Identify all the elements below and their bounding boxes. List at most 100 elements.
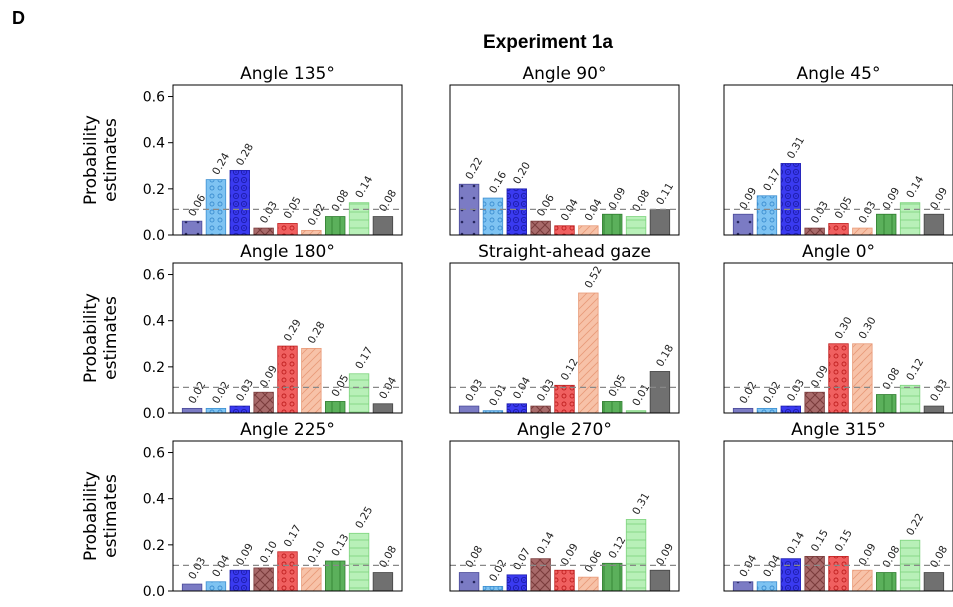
panel-title: Angle 180° [240,242,335,262]
bar [205,581,227,592]
bar-value-label: 0.08 [463,544,485,570]
figure-title: Experiment 1a [483,32,613,53]
bar-value-label: 0.29 [282,317,304,343]
plot-frame [449,440,680,592]
bar [852,343,873,414]
bar [876,572,897,592]
bar [277,345,298,414]
bar-value-label: 0.52 [583,264,605,290]
bar-value-label: 0.14 [785,530,807,557]
bar [732,581,754,592]
bar-value-label: 0.08 [928,544,950,570]
chart-panel-9: Angle 315°0.04 0.040.14 0.15 0.150.09 0.080.… [723,420,953,592]
bar-value-label: 0.08 [880,544,902,570]
bar [732,213,754,236]
bar-value-label: 0.10 [258,539,280,565]
bar [325,216,346,236]
bar-value-label: 0.09 [234,541,256,567]
bar [602,213,623,236]
y-tick-label: 0.6 [143,90,165,106]
bar [506,403,527,414]
plot-frame [723,84,953,236]
bar [229,569,250,592]
bar [554,225,575,236]
bar [852,227,873,236]
plot-frame [172,84,403,236]
bar-value-label: 0.12 [559,357,581,383]
chart-panel-7: Angle 225° 0.0 0.2 0.4 0.6 Probabilityestimat… [81,420,403,600]
bar-value-label: 0.05 [329,373,351,399]
bar-value-label: 0.03 [785,377,807,403]
bar [756,195,778,236]
panel-title: Straight-ahead gaze [478,242,651,262]
bar [277,551,298,592]
bar [530,558,551,592]
bar [482,585,504,592]
bar-value-label: 0.18 [654,343,676,369]
panel-letter: D [12,8,25,28]
y-tick-label: 0.6 [143,446,165,462]
bar-value-label: 0.08 [377,544,399,570]
y-tick-label: 0.4 [143,492,165,508]
bar-value-label: 0.02 [306,202,328,228]
bar-value-label: 0.06 [186,192,208,219]
y-axis-label: Probabilityestimates [81,115,121,205]
plot-frame [172,262,403,414]
bar-value-label: 0.01 [487,382,509,408]
bar [780,405,801,414]
bar-value-label: 0.28 [306,320,328,346]
panels: Angle 135° 0.0 0.2 0.4 0.6 Probabilityestimat… [81,64,953,600]
bar [372,216,394,236]
bar-value-label: 0.09 [928,185,950,211]
bar-value-label: 0.31 [785,135,807,161]
plot-frame [172,440,403,592]
bar [229,405,250,414]
plot-frame [449,262,680,414]
bar [578,225,599,236]
bar-value-label: 0.06 [535,192,557,219]
bar-value-label: 0.03 [857,199,879,225]
bar [602,562,623,592]
bar-value-label: 0.05 [282,195,304,221]
bar [923,405,945,414]
bar-value-label: 0.17 [353,345,375,371]
y-tick-label: 0.2 [143,182,165,198]
bar [852,569,873,592]
bar [756,407,778,414]
bar-value-label: 0.14 [535,530,557,557]
plot-frame [449,84,680,236]
bar [253,227,274,236]
bar-value-label: 0.05 [833,195,855,221]
y-tick-label: 0.6 [143,268,165,284]
bar [325,401,346,414]
bar [506,188,527,236]
bar-value-label: 0.09 [559,541,581,567]
y-axis-label: Probabilityestimates [81,471,121,561]
y-tick-label: 0.2 [143,360,165,376]
bar [253,567,274,592]
panel-title: Angle 225° [240,420,335,440]
bar [229,169,250,236]
bar-value-label: 0.02 [210,380,232,406]
bar [348,202,370,236]
bar-value-label: 0.17 [282,523,304,549]
bar [876,213,897,236]
bar-value-label: 0.03 [809,199,831,225]
bar [181,583,203,592]
bar [554,384,575,414]
bar-value-label: 0.08 [630,188,652,214]
bar-value-label: 0.22 [463,155,485,181]
bar [602,401,623,414]
bar-value-label: 0.01 [630,382,652,408]
bar-value-label: 0.03 [186,555,208,581]
panel-title: Angle 135° [240,64,335,84]
y-tick-label: 0.4 [143,136,165,152]
bar-value-label: 0.03 [463,377,485,403]
bar [756,581,778,592]
y-tick-label: 0.4 [143,314,165,330]
bar-value-label: 0.09 [606,185,628,211]
chart-panel-6: Angle 0°0.02 0.02 0.030.090.30 0.300.08 0.12… [723,242,953,414]
bar [625,216,647,236]
bar-value-label: 0.30 [833,315,855,341]
bar-value-label: 0.31 [630,491,652,517]
